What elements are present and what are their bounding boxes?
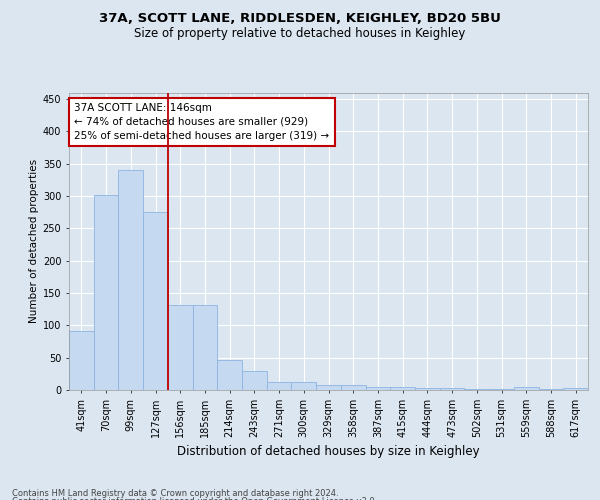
- Text: 37A, SCOTT LANE, RIDDLESDEN, KEIGHLEY, BD20 5BU: 37A, SCOTT LANE, RIDDLESDEN, KEIGHLEY, B…: [99, 12, 501, 26]
- Bar: [514, 388, 539, 390]
- Bar: [267, 382, 292, 390]
- X-axis label: Distribution of detached houses by size in Keighley: Distribution of detached houses by size …: [177, 446, 480, 458]
- Bar: [168, 306, 193, 390]
- Bar: [94, 194, 118, 390]
- Bar: [242, 370, 267, 390]
- Y-axis label: Number of detached properties: Number of detached properties: [29, 159, 38, 324]
- Bar: [217, 360, 242, 390]
- Bar: [143, 212, 168, 390]
- Bar: [390, 387, 415, 390]
- Bar: [69, 331, 94, 390]
- Bar: [415, 388, 440, 390]
- Bar: [440, 388, 464, 390]
- Text: 37A SCOTT LANE: 146sqm
← 74% of detached houses are smaller (929)
25% of semi-de: 37A SCOTT LANE: 146sqm ← 74% of detached…: [74, 103, 329, 141]
- Bar: [563, 388, 588, 390]
- Bar: [341, 385, 365, 390]
- Bar: [193, 306, 217, 390]
- Text: Size of property relative to detached houses in Keighley: Size of property relative to detached ho…: [134, 28, 466, 40]
- Bar: [365, 387, 390, 390]
- Bar: [292, 382, 316, 390]
- Bar: [118, 170, 143, 390]
- Bar: [316, 385, 341, 390]
- Text: Contains public sector information licensed under the Open Government Licence v3: Contains public sector information licen…: [12, 497, 377, 500]
- Text: Contains HM Land Registry data © Crown copyright and database right 2024.: Contains HM Land Registry data © Crown c…: [12, 488, 338, 498]
